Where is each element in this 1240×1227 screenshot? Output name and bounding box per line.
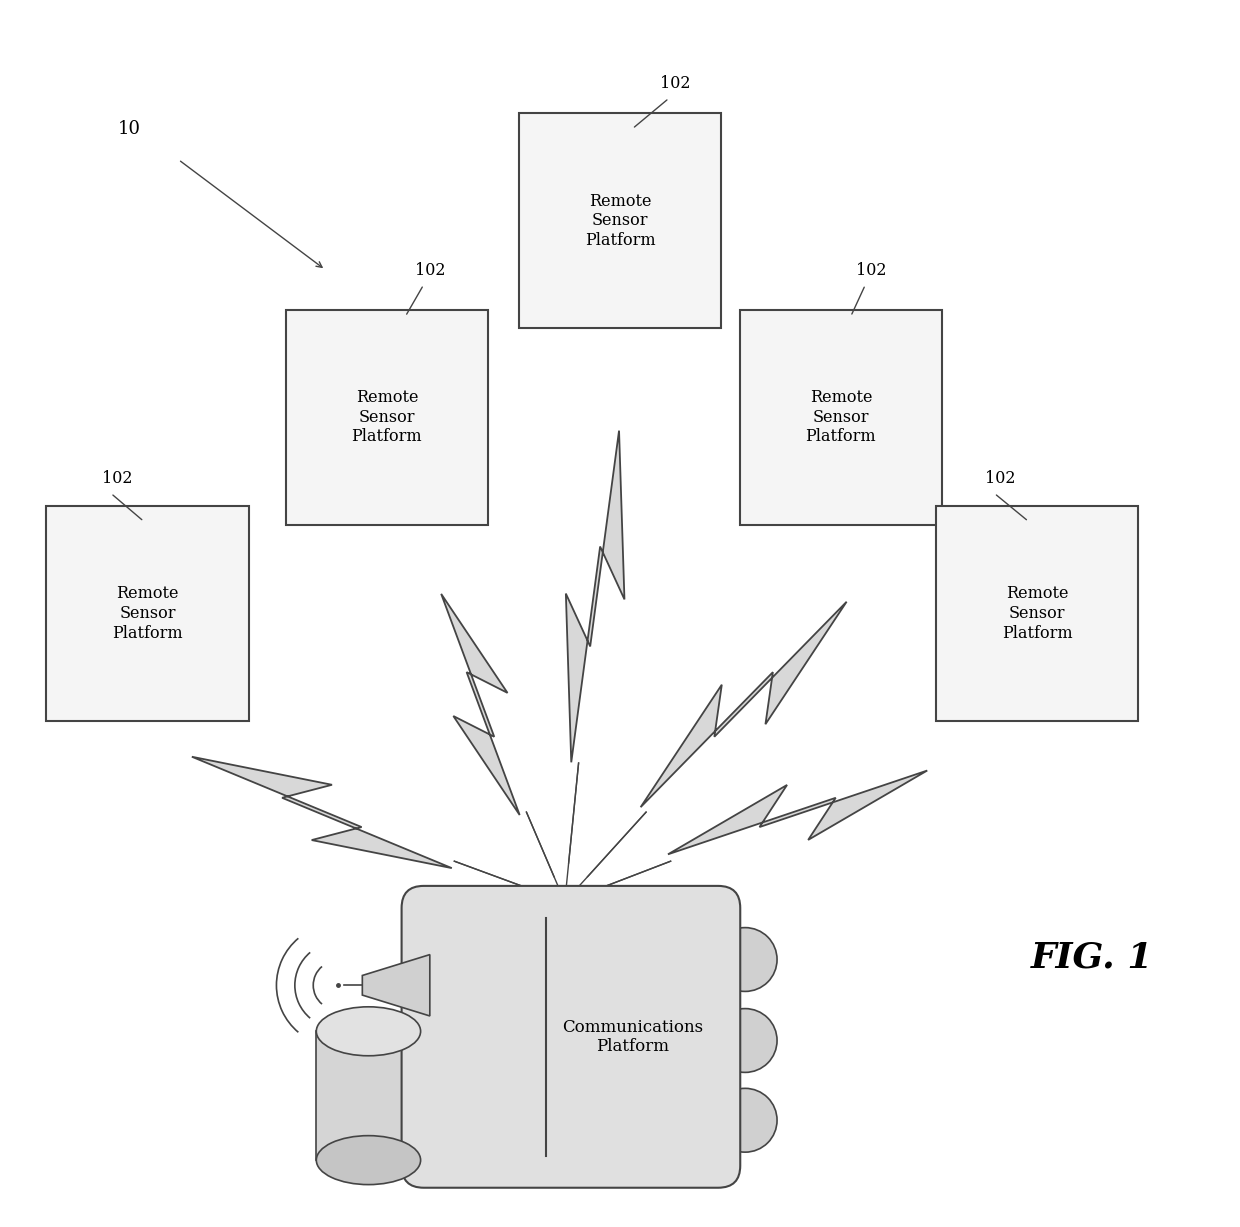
- Polygon shape: [441, 594, 520, 815]
- FancyBboxPatch shape: [936, 506, 1138, 721]
- Polygon shape: [565, 431, 625, 762]
- Text: FIG. 1: FIG. 1: [1032, 940, 1153, 974]
- Text: 102: 102: [102, 470, 133, 487]
- Text: Remote
Sensor
Platform: Remote Sensor Platform: [113, 585, 184, 642]
- Polygon shape: [192, 757, 451, 869]
- Text: 10: 10: [118, 120, 140, 137]
- Bar: [316, 1031, 420, 1161]
- Circle shape: [713, 928, 777, 991]
- FancyBboxPatch shape: [518, 114, 722, 329]
- Text: Remote
Sensor
Platform: Remote Sensor Platform: [585, 193, 655, 249]
- Text: Remote
Sensor
Platform: Remote Sensor Platform: [1002, 585, 1073, 642]
- Text: 102: 102: [985, 470, 1016, 487]
- Ellipse shape: [316, 1007, 420, 1055]
- Text: 102: 102: [660, 75, 691, 92]
- Ellipse shape: [316, 1136, 420, 1184]
- Polygon shape: [668, 771, 928, 854]
- Polygon shape: [362, 955, 430, 1016]
- Circle shape: [713, 1088, 777, 1152]
- FancyBboxPatch shape: [402, 886, 740, 1188]
- FancyBboxPatch shape: [46, 506, 249, 721]
- Text: Communications
Platform: Communications Platform: [562, 1018, 703, 1055]
- Text: Remote
Sensor
Platform: Remote Sensor Platform: [352, 389, 422, 445]
- Polygon shape: [641, 601, 847, 807]
- Text: 102: 102: [414, 261, 445, 279]
- Text: 100: 100: [352, 1145, 384, 1162]
- Text: Remote
Sensor
Platform: Remote Sensor Platform: [806, 389, 877, 445]
- Circle shape: [713, 1009, 777, 1072]
- FancyBboxPatch shape: [285, 309, 489, 525]
- Text: 102: 102: [857, 261, 887, 279]
- FancyBboxPatch shape: [739, 309, 942, 525]
